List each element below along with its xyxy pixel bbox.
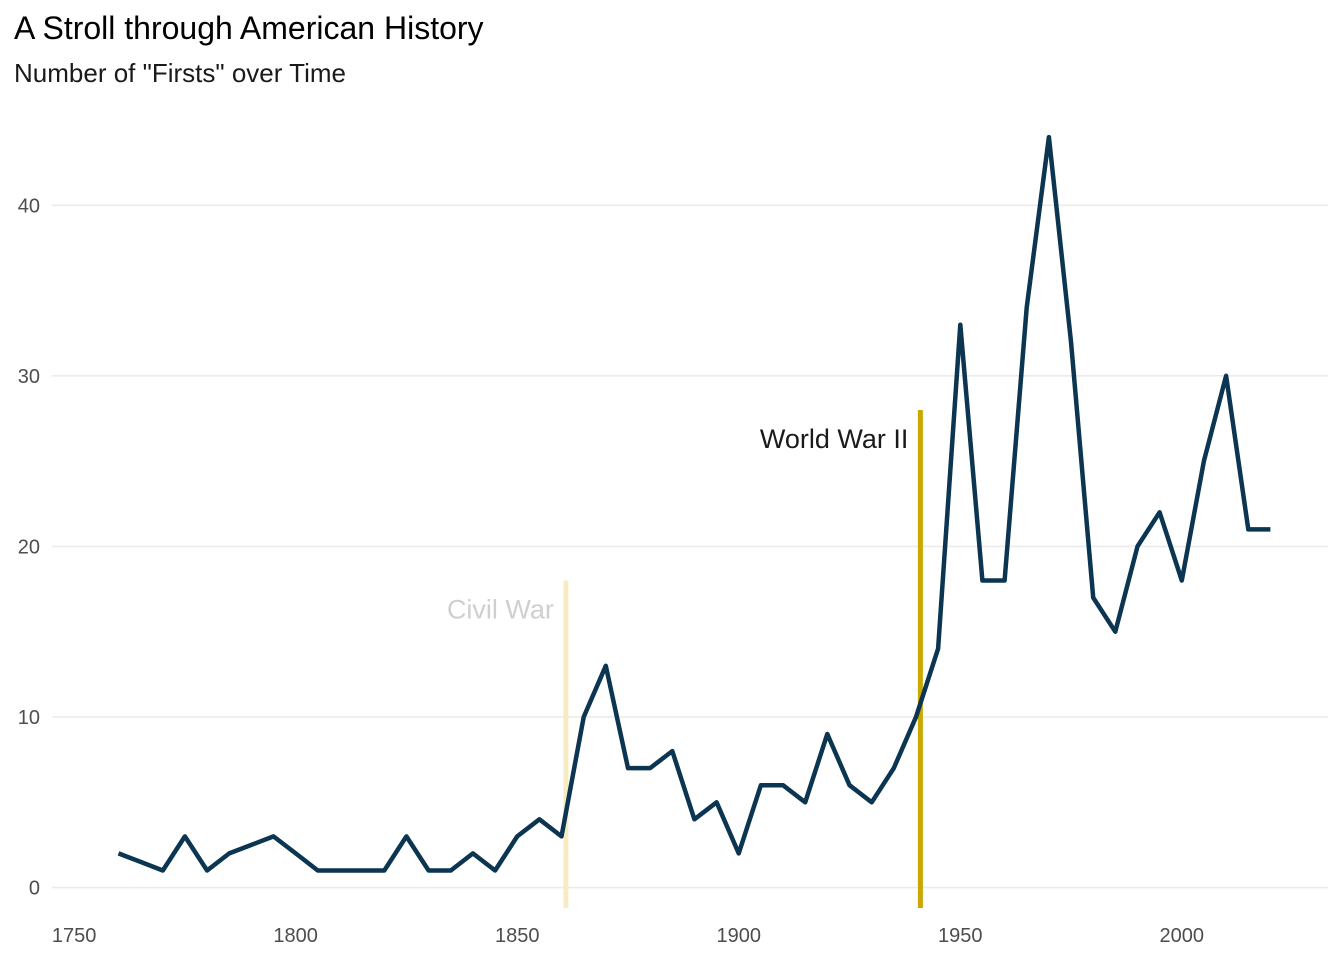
x-tick-label: 1850 xyxy=(495,925,540,947)
y-tick-label: 20 xyxy=(18,536,40,558)
x-axis-ticks: 1750 1800 1850 1900 1950 2000 xyxy=(52,925,1204,947)
y-axis-ticks: 0 10 20 30 40 xyxy=(18,195,40,899)
annotation-label: World War II xyxy=(760,424,909,454)
x-tick-label: 2000 xyxy=(1160,925,1205,947)
y-tick-label: 0 xyxy=(29,878,40,900)
x-tick-label: 1900 xyxy=(716,925,761,947)
chart-title: A Stroll through American History xyxy=(14,10,484,46)
annotation-labels: Civil War World War II xyxy=(447,424,908,625)
gridlines xyxy=(52,204,1328,889)
x-tick-label: 1800 xyxy=(273,925,318,947)
annotation-lines xyxy=(563,409,923,908)
series-line xyxy=(117,134,1271,873)
annotation-label: Civil War xyxy=(447,595,554,625)
y-tick-label: 30 xyxy=(18,366,40,388)
series-group xyxy=(117,134,1271,873)
x-tick-label: 1950 xyxy=(938,925,983,947)
y-tick-label: 10 xyxy=(18,707,40,729)
x-tick-label: 1750 xyxy=(52,925,97,947)
chart-subtitle: Number of "Firsts" over Time xyxy=(14,58,346,88)
y-tick-label: 40 xyxy=(18,195,40,217)
